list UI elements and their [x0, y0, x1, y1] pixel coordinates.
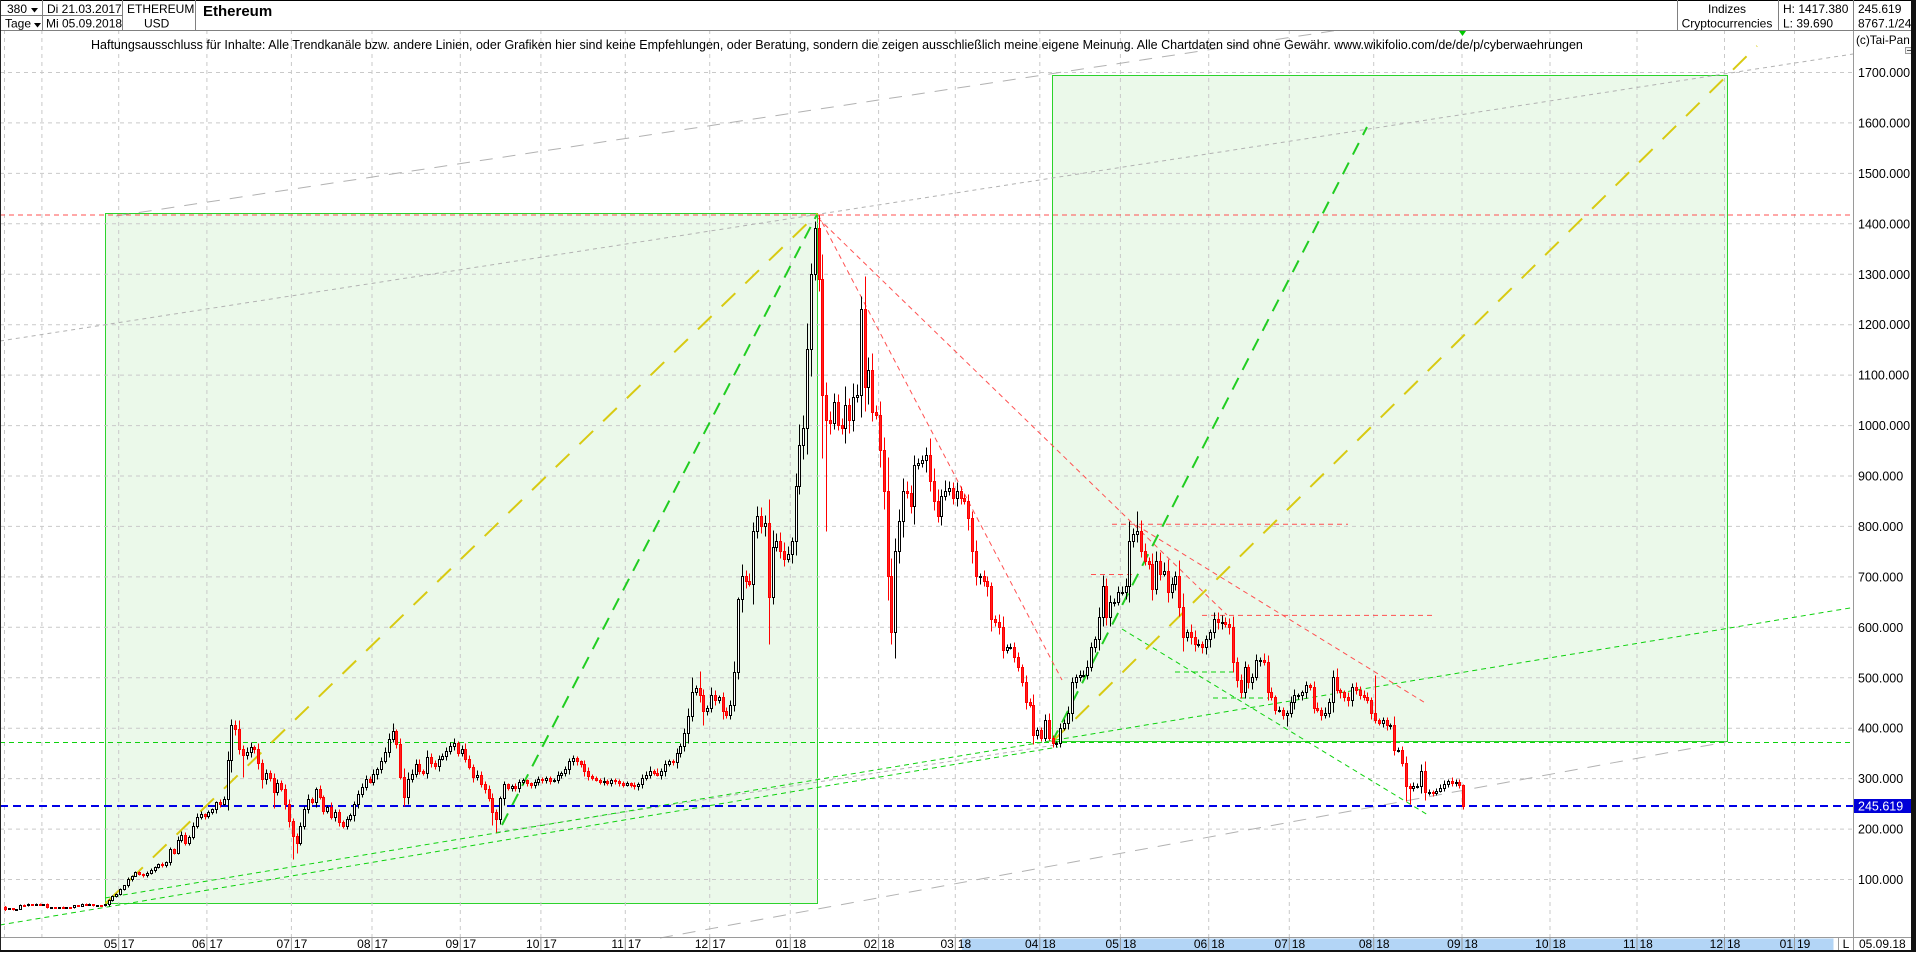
svg-text:700.000: 700.000: [1858, 570, 1903, 584]
svg-text:17: 17: [121, 937, 135, 951]
svg-text:1000.000: 1000.000: [1858, 419, 1910, 433]
svg-text:8767.1/242: 8767.1/242: [1858, 17, 1916, 31]
svg-text:03: 03: [940, 937, 954, 951]
svg-text:500.000: 500.000: [1858, 671, 1903, 685]
svg-text:09: 09: [1447, 937, 1461, 951]
svg-text:17: 17: [294, 937, 308, 951]
svg-text:12: 12: [695, 937, 709, 951]
svg-text:17: 17: [712, 937, 726, 951]
svg-text:H: 1417.380: H: 1417.380: [1783, 2, 1849, 16]
svg-text:18: 18: [1376, 937, 1390, 951]
svg-text:Mi 05.09.2018: Mi 05.09.2018: [46, 17, 122, 31]
svg-text:Di 21.03.2017: Di 21.03.2017: [47, 2, 122, 16]
svg-text:17: 17: [375, 937, 389, 951]
svg-text:18: 18: [881, 937, 895, 951]
svg-text:17: 17: [628, 937, 642, 951]
svg-text:10: 10: [526, 937, 540, 951]
svg-text:07: 07: [277, 937, 291, 951]
svg-text:18: 18: [1211, 937, 1225, 951]
svg-text:Indizes: Indizes: [1708, 2, 1746, 16]
svg-text:Cryptocurrencies: Cryptocurrencies: [1682, 17, 1773, 31]
svg-text:400.000: 400.000: [1858, 722, 1903, 736]
svg-text:06: 06: [192, 937, 206, 951]
svg-text:(c)Tai-Pan: (c)Tai-Pan: [1856, 33, 1910, 47]
svg-text:Ethereum: Ethereum: [203, 3, 272, 20]
svg-text:18: 18: [1553, 937, 1567, 951]
svg-text:18: 18: [1640, 937, 1654, 951]
svg-text:04: 04: [1025, 937, 1039, 951]
svg-text:17: 17: [463, 937, 477, 951]
svg-text:18: 18: [1465, 937, 1479, 951]
svg-text:05: 05: [1106, 937, 1120, 951]
svg-text:1100.000: 1100.000: [1858, 369, 1909, 383]
svg-text:380: 380: [7, 2, 27, 16]
svg-text:11: 11: [611, 937, 624, 951]
svg-text:1400.000: 1400.000: [1858, 217, 1910, 231]
svg-text:L: L: [1843, 937, 1850, 951]
svg-text:L: 39.690: L: 39.690: [1783, 17, 1833, 31]
svg-text:Haftungsausschluss für Inhalte: Haftungsausschluss für Inhalte: Alle Tre…: [91, 38, 1583, 52]
svg-text:18: 18: [1292, 937, 1306, 951]
svg-text:600.000: 600.000: [1858, 621, 1903, 635]
svg-text:Tage: Tage: [5, 17, 31, 31]
svg-text:07: 07: [1274, 937, 1288, 951]
svg-text:11: 11: [1623, 937, 1636, 951]
svg-text:900.000: 900.000: [1858, 470, 1903, 484]
svg-text:ETHEREUM: ETHEREUM: [127, 2, 194, 16]
svg-text:18: 18: [1123, 937, 1137, 951]
svg-text:245.619: 245.619: [1858, 2, 1902, 16]
svg-text:100.000: 100.000: [1858, 873, 1903, 887]
svg-text:08: 08: [1359, 937, 1373, 951]
svg-text:17: 17: [543, 937, 557, 951]
svg-text:10: 10: [1535, 937, 1549, 951]
svg-text:1600.000: 1600.000: [1858, 116, 1910, 130]
svg-text:02: 02: [864, 937, 878, 951]
svg-text:1300.000: 1300.000: [1858, 268, 1910, 282]
svg-text:200.000: 200.000: [1858, 823, 1903, 837]
svg-text:1200.000: 1200.000: [1858, 318, 1910, 332]
svg-text:08: 08: [357, 937, 371, 951]
svg-text:18: 18: [958, 937, 972, 951]
svg-text:05.09.18: 05.09.18: [1859, 937, 1906, 951]
svg-text:12: 12: [1710, 937, 1724, 951]
svg-text:18: 18: [1727, 937, 1741, 951]
svg-text:18: 18: [1042, 937, 1056, 951]
svg-text:17: 17: [209, 937, 223, 951]
svg-text:1500.000: 1500.000: [1858, 167, 1910, 181]
svg-text:USD: USD: [144, 17, 170, 31]
svg-text:800.000: 800.000: [1858, 520, 1903, 534]
svg-text:01: 01: [775, 937, 789, 951]
svg-text:1700.000: 1700.000: [1858, 66, 1910, 80]
svg-text:06: 06: [1194, 937, 1208, 951]
svg-text:19: 19: [1797, 937, 1811, 951]
svg-text:05: 05: [104, 937, 118, 951]
svg-text:09: 09: [445, 937, 459, 951]
svg-text:300.000: 300.000: [1858, 772, 1903, 786]
svg-text:01: 01: [1780, 937, 1794, 951]
svg-text:18: 18: [793, 937, 807, 951]
svg-text:245.619: 245.619: [1858, 800, 1903, 814]
